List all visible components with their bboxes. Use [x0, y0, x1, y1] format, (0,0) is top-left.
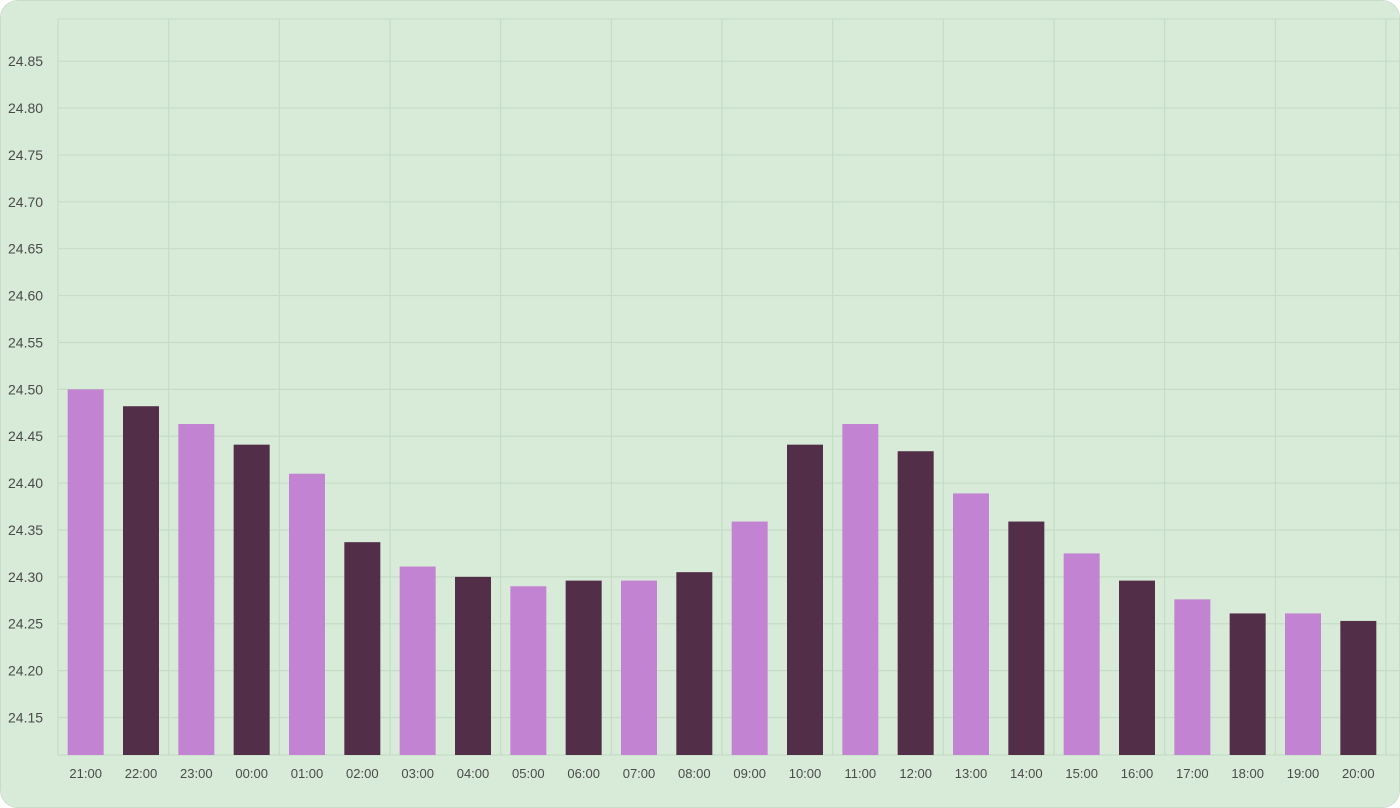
- y-tick-label: 24.25: [8, 616, 43, 632]
- bar-23:00: [178, 424, 215, 755]
- y-tick-label: 24.50: [8, 381, 43, 397]
- x-tick-label: 06:00: [567, 766, 600, 781]
- x-tick-label: 09:00: [733, 766, 766, 781]
- bar-15:00: [1063, 553, 1100, 755]
- x-tick-label: 13:00: [955, 766, 988, 781]
- x-tick-label: 10:00: [789, 766, 822, 781]
- x-tick-label: 01:00: [291, 766, 324, 781]
- y-tick-label: 24.85: [8, 53, 43, 69]
- bar-21:00: [67, 389, 104, 755]
- bar-08:00: [676, 572, 713, 755]
- y-tick-label: 24.70: [8, 194, 43, 210]
- bar-13:00: [953, 493, 989, 755]
- bar-02:00: [344, 542, 381, 755]
- y-tick-label: 24.60: [8, 288, 43, 304]
- x-tick-label: 23:00: [180, 766, 213, 781]
- x-tick-label: 12:00: [899, 766, 932, 781]
- x-tick-label: 04:00: [457, 766, 490, 781]
- bar-01:00: [289, 473, 325, 755]
- x-tick-label: 02:00: [346, 766, 379, 781]
- bar-00:00: [233, 444, 270, 755]
- y-tick-label: 24.35: [8, 522, 43, 538]
- x-tick-label: 15:00: [1065, 766, 1098, 781]
- x-axis-ticks: 21:00 22:00 23:00 00:00 01:00 02:00 03:00 04:00…: [69, 766, 1374, 781]
- bar-17:00: [1174, 599, 1211, 755]
- y-tick-label: 24.20: [8, 663, 43, 679]
- y-tick-label: 24.30: [8, 569, 43, 585]
- x-tick-label: 18:00: [1231, 766, 1264, 781]
- y-tick-label: 24.75: [8, 147, 43, 163]
- y-axis-ticks: 24.15 24.20 24.25 24.30 24.35 24.40 24.45 24.50…: [8, 53, 43, 725]
- x-tick-label: 05:00: [512, 766, 545, 781]
- y-tick-label: 24.65: [8, 241, 43, 257]
- x-tick-label: 20:00: [1342, 766, 1375, 781]
- bar-19:00: [1285, 613, 1321, 755]
- x-tick-label: 03:00: [401, 766, 434, 781]
- bar-07:00: [621, 580, 657, 755]
- x-tick-label: 22:00: [125, 766, 158, 781]
- bar-22:00: [123, 406, 159, 755]
- bar-12:00: [897, 451, 934, 755]
- bar-06:00: [565, 580, 602, 755]
- x-tick-label: 17:00: [1176, 766, 1209, 781]
- bar-03:00: [399, 566, 436, 755]
- vertical-gridlines: [57, 19, 1387, 755]
- bar-16:00: [1119, 580, 1155, 755]
- bars: [67, 389, 1377, 755]
- x-tick-label: 07:00: [623, 766, 656, 781]
- horizontal-gridlines: [58, 18, 1399, 756]
- bar-14:00: [1008, 521, 1045, 755]
- bar-05:00: [510, 586, 547, 755]
- bar-04:00: [455, 576, 491, 755]
- y-tick-label: 24.80: [8, 100, 43, 116]
- bar-20:00: [1340, 620, 1377, 755]
- x-tick-label: 08:00: [678, 766, 711, 781]
- x-tick-label: 00:00: [235, 766, 268, 781]
- bar-11:00: [842, 424, 879, 755]
- y-tick-label: 24.15: [8, 709, 43, 725]
- x-tick-label: 11:00: [845, 766, 877, 781]
- x-tick-label: 19:00: [1287, 766, 1320, 781]
- y-tick-label: 24.55: [8, 334, 43, 350]
- y-tick-label: 24.45: [8, 428, 43, 444]
- x-tick-label: 16:00: [1121, 766, 1154, 781]
- x-tick-label: 14:00: [1010, 766, 1043, 781]
- x-tick-label: 21:00: [69, 766, 102, 781]
- y-tick-label: 24.40: [8, 475, 43, 491]
- bar-18:00: [1229, 613, 1266, 755]
- bar-09:00: [731, 521, 768, 755]
- bar-10:00: [787, 444, 823, 755]
